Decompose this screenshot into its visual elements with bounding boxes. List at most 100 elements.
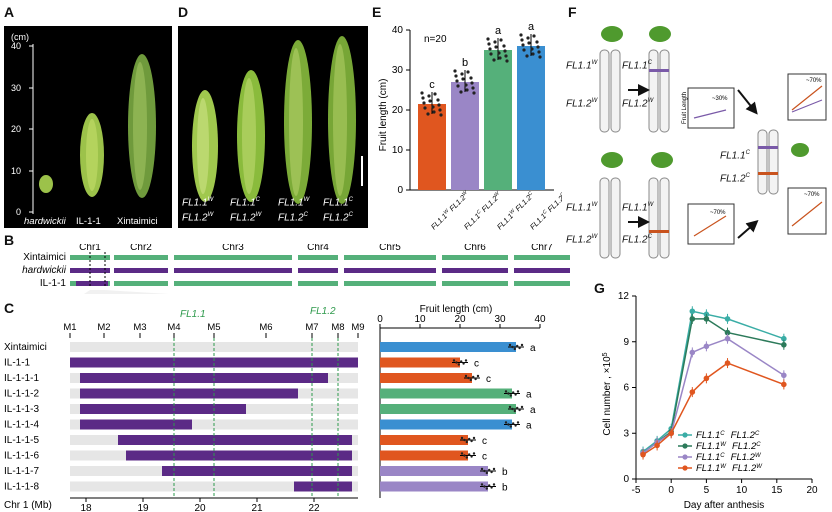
f-geno-3: FL1.1C (622, 60, 652, 72)
b-chr-label: Chr2 (130, 244, 152, 253)
c-dot (492, 483, 496, 486)
b-chr-hardwickii (442, 268, 508, 273)
f-geno-7: FL1.1W (566, 202, 598, 214)
c-dot (511, 407, 514, 411)
g-legend-label: FL1.1C FL1.2C (696, 430, 760, 441)
e-dot (493, 40, 497, 44)
f-pct-4: ~70% (804, 192, 820, 198)
g-point (724, 316, 731, 322)
c-xlabel: Chr 1 (Mb) (4, 500, 52, 511)
c-dot (508, 405, 512, 409)
e-dot (466, 70, 470, 74)
c-dot (467, 376, 470, 380)
e-dot (428, 99, 432, 103)
panel-a-label: A (4, 4, 15, 20)
e-ytick-label: 0 (397, 185, 403, 196)
g-legend-marker (682, 465, 688, 471)
c-dot (469, 378, 472, 382)
c-dot (468, 453, 471, 456)
g-point (781, 372, 787, 379)
e-xtick-4: FL1.1C FL1.2C (528, 191, 562, 231)
c-row-label: Xintaimici (4, 342, 47, 353)
b-chr-il (298, 281, 338, 286)
e-dot (472, 91, 476, 95)
c-dot (480, 467, 484, 471)
c-dot (516, 421, 520, 424)
c-dot (480, 483, 484, 486)
c-dot (462, 362, 465, 365)
e-dot (438, 108, 442, 112)
c-dot (464, 359, 468, 362)
e-dot (471, 86, 475, 90)
e-dot (487, 42, 491, 46)
panel-e-chart: Fruit length (cm) 0 10 20 30 40 n=20 c b a a FL… (378, 21, 562, 231)
c-marker-label: M3 (133, 322, 146, 333)
c-bar (380, 450, 468, 461)
b-chr-il (174, 281, 292, 286)
c-bar-ticklabel: 30 (494, 314, 506, 325)
e-dot (503, 49, 507, 53)
c-dot (490, 486, 493, 489)
e-dot (531, 52, 535, 56)
g-point (640, 451, 646, 458)
c-bar (380, 388, 512, 399)
c-dot (468, 437, 471, 441)
c-dot (457, 363, 460, 366)
b-chr-il (442, 281, 508, 286)
c-qtl-fl12: FL1.2 (310, 306, 336, 317)
c-dot (463, 438, 466, 442)
c-letter: a (526, 421, 532, 432)
e-dot (504, 54, 508, 58)
c-dot (485, 487, 488, 490)
c-letter: b (502, 467, 508, 478)
e-dot (488, 47, 492, 51)
c-dot (460, 360, 463, 363)
b-chr-label: Chr3 (222, 244, 244, 253)
panel-e-label: E (372, 4, 382, 20)
g-xtick-label: -5 (632, 485, 641, 496)
c-bar-ticklabel: 20 (454, 314, 466, 325)
c-marker-label: M9 (351, 322, 364, 333)
g-xtick-label: 15 (771, 485, 783, 496)
c-dot (504, 390, 508, 393)
g-xtick-label: 5 (704, 485, 710, 496)
g-point (724, 360, 731, 366)
panel-a-tick-0: 0 (16, 207, 21, 217)
b-chr-il (344, 281, 436, 286)
b-chr-il (514, 281, 570, 286)
caption-d-4: FL1.1C FL1.2C (323, 197, 353, 224)
c-dot (455, 361, 458, 364)
e-dot (486, 37, 490, 41)
c-dot (470, 439, 473, 443)
e-dot (538, 55, 542, 59)
e-dot (454, 74, 458, 78)
scale-bar (361, 156, 363, 186)
e-letter: b (462, 57, 468, 69)
c-row-label: IL-1-1-3 (4, 404, 39, 415)
c-xtick-label: 18 (80, 503, 92, 512)
c-bar (380, 435, 468, 445)
g-xtick-label: 0 (668, 485, 674, 496)
f-geno-9: FL1.1W (622, 202, 654, 214)
c-dot (463, 454, 466, 457)
e-n-label: n=20 (424, 34, 447, 45)
g-point (781, 381, 787, 388)
b-chr-xintaimici (344, 255, 436, 260)
e-dot (465, 88, 469, 92)
e-dot (455, 79, 459, 83)
c-dot (507, 423, 510, 426)
e-dot (525, 54, 529, 58)
e-ytick-label: 20 (392, 105, 404, 116)
c-dot (460, 452, 464, 455)
f-pct-2: ~70% (806, 78, 822, 84)
b-chr-label: Chr6 (464, 244, 486, 253)
e-dot (502, 44, 506, 48)
panel-c-figure: M1 M2 M3 M4 M5 M6 M7 M8 M9 FL1.1 FL1.2 Xintaimic… (4, 304, 546, 512)
panel-b-label: B (4, 232, 15, 248)
c-qtl-fl11: FL1.1 (180, 309, 206, 320)
c-bar (380, 481, 488, 492)
c-dot (490, 470, 493, 474)
c-dot (509, 394, 512, 397)
c-row-label: IL-1-1-4 (4, 420, 39, 431)
